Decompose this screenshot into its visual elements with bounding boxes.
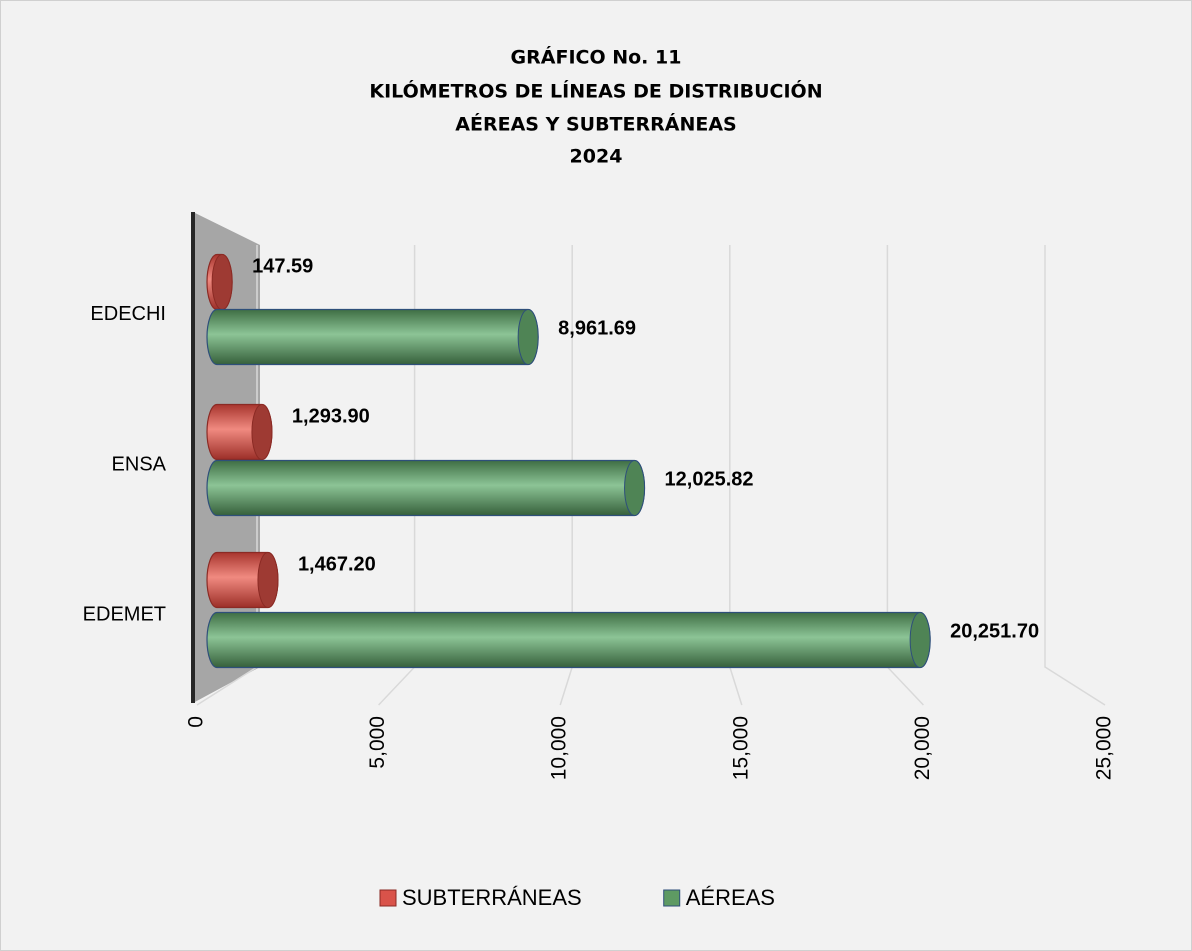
x-tick-label: 5,000 <box>366 716 389 769</box>
category-label: EDECHI <box>90 303 166 325</box>
bar-cap <box>257 552 279 608</box>
data-label: 8,961.69 <box>558 317 636 339</box>
x-tick-label: 25,000 <box>1093 716 1116 780</box>
bar-cap <box>251 404 273 460</box>
chart-title: AÉREAS Y SUBTERRÁNEAS <box>455 113 736 136</box>
grid-line <box>1044 245 1106 706</box>
bar-cap <box>211 254 233 310</box>
bar-cap <box>909 612 931 668</box>
legend-swatch <box>379 889 397 907</box>
data-label: 1,467.20 <box>298 553 376 575</box>
x-tick-label: 15,000 <box>729 716 752 780</box>
chart-title: KILÓMETROS DE LÍNEAS DE DISTRIBUCIÓN <box>369 79 822 103</box>
data-label: 1,293.90 <box>292 405 370 427</box>
chart-title: GRÁFICO No. 11 <box>511 46 682 69</box>
data-label: 147.59 <box>252 255 313 277</box>
x-tick-label: 10,000 <box>548 716 571 780</box>
legend-swatch <box>663 889 681 907</box>
bar-cap <box>624 460 646 516</box>
data-label: 12,025.82 <box>665 468 754 490</box>
bar <box>206 459 646 517</box>
chart-title: 2024 <box>570 146 623 168</box>
bar-cap <box>517 309 539 365</box>
bar <box>206 308 539 366</box>
legend-label: SUBTERRÁNEAS <box>402 885 582 910</box>
x-tick-label: 20,000 <box>911 716 934 780</box>
x-tick-label: 0 <box>185 716 208 728</box>
data-label: 20,251.70 <box>950 620 1039 642</box>
legend-label: AÉREAS <box>686 885 775 910</box>
category-label: EDEMET <box>83 603 166 625</box>
category-label: ENSA <box>112 453 167 475</box>
bar <box>206 611 931 669</box>
